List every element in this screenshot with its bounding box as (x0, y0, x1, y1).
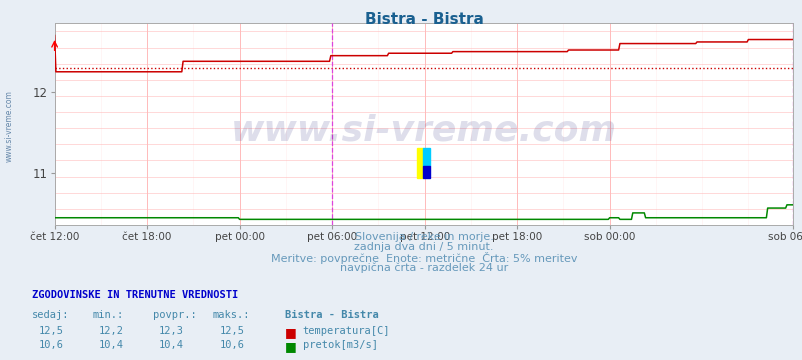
Text: 12,2: 12,2 (99, 326, 124, 336)
Text: Slovenija / reke in morje.: Slovenija / reke in morje. (354, 232, 492, 242)
Bar (422, 166, 429, 178)
Text: www.si-vreme.com: www.si-vreme.com (231, 113, 616, 147)
Text: ■: ■ (285, 340, 297, 353)
Text: www.si-vreme.com: www.si-vreme.com (5, 90, 14, 162)
Text: 12,5: 12,5 (219, 326, 244, 336)
Text: sedaj:: sedaj: (32, 310, 70, 320)
Bar (416, 148, 422, 178)
Text: navpična črta - razdelek 24 ur: navpična črta - razdelek 24 ur (339, 262, 508, 273)
Bar (422, 148, 429, 166)
Text: maks.:: maks.: (213, 310, 250, 320)
Text: 12,3: 12,3 (159, 326, 184, 336)
Text: Bistra - Bistra: Bistra - Bistra (364, 12, 483, 27)
Text: ■: ■ (285, 326, 297, 339)
Text: min.:: min.: (92, 310, 124, 320)
Text: ZGODOVINSKE IN TRENUTNE VREDNOSTI: ZGODOVINSKE IN TRENUTNE VREDNOSTI (32, 290, 238, 300)
Text: 12,5: 12,5 (38, 326, 63, 336)
Text: pretok[m3/s]: pretok[m3/s] (302, 340, 377, 350)
Text: 10,6: 10,6 (38, 340, 63, 350)
Text: 10,6: 10,6 (219, 340, 244, 350)
Text: povpr.:: povpr.: (152, 310, 196, 320)
Text: zadnja dva dni / 5 minut.: zadnja dva dni / 5 minut. (354, 242, 493, 252)
Text: Meritve: povprečne  Enote: metrične  Črta: 5% meritev: Meritve: povprečne Enote: metrične Črta:… (270, 252, 577, 264)
Text: 10,4: 10,4 (99, 340, 124, 350)
Text: Bistra - Bistra: Bistra - Bistra (285, 310, 379, 320)
Text: 10,4: 10,4 (159, 340, 184, 350)
Text: temperatura[C]: temperatura[C] (302, 326, 390, 336)
